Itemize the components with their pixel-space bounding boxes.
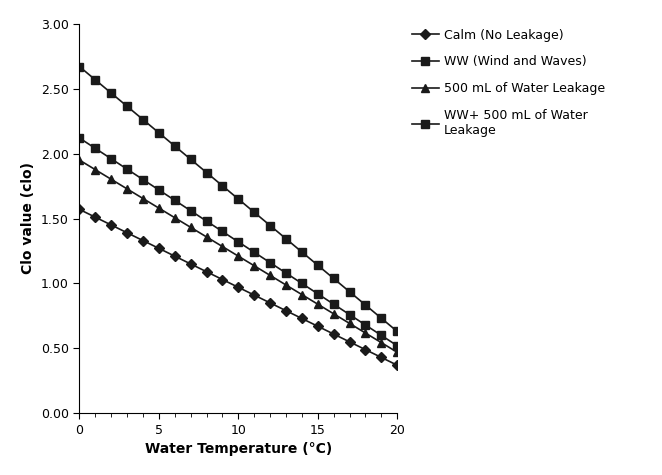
500 mL of Water Leakage	[330, 311, 338, 317]
WW (Wind and Waves)	[91, 77, 99, 83]
Calm (No Leakage)	[203, 269, 211, 275]
WW+ 500 mL of Water
Leakage	[203, 218, 211, 224]
WW (Wind and Waves)	[75, 64, 83, 69]
WW+ 500 mL of Water
Leakage	[266, 260, 274, 266]
Calm (No Leakage)	[266, 300, 274, 306]
WW (Wind and Waves)	[298, 249, 306, 255]
Calm (No Leakage)	[107, 222, 115, 228]
500 mL of Water Leakage	[187, 225, 195, 230]
500 mL of Water Leakage	[75, 157, 83, 163]
500 mL of Water Leakage	[361, 330, 369, 336]
Calm (No Leakage)	[282, 308, 290, 314]
WW+ 500 mL of Water
Leakage	[187, 208, 195, 214]
WW+ 500 mL of Water
Leakage	[139, 177, 147, 182]
Calm (No Leakage)	[155, 246, 163, 251]
WW (Wind and Waves)	[361, 302, 369, 308]
WW (Wind and Waves)	[139, 117, 147, 123]
Line: WW+ 500 mL of Water
Leakage: WW+ 500 mL of Water Leakage	[75, 134, 401, 350]
500 mL of Water Leakage	[234, 253, 242, 259]
500 mL of Water Leakage	[298, 292, 306, 297]
WW (Wind and Waves)	[107, 90, 115, 96]
Calm (No Leakage)	[139, 238, 147, 243]
WW (Wind and Waves)	[218, 183, 226, 189]
WW (Wind and Waves)	[266, 223, 274, 228]
WW+ 500 mL of Water
Leakage	[346, 312, 354, 317]
WW+ 500 mL of Water
Leakage	[282, 270, 290, 276]
Calm (No Leakage)	[393, 362, 401, 368]
Calm (No Leakage)	[330, 331, 338, 337]
Calm (No Leakage)	[377, 354, 385, 360]
WW+ 500 mL of Water
Leakage	[107, 156, 115, 162]
Calm (No Leakage)	[234, 285, 242, 290]
Line: Calm (No Leakage): Calm (No Leakage)	[76, 206, 401, 369]
WW+ 500 mL of Water
Leakage	[75, 135, 83, 141]
Calm (No Leakage)	[91, 214, 99, 220]
WW+ 500 mL of Water
Leakage	[330, 301, 338, 307]
Legend: Calm (No Leakage), WW (Wind and Waves), 500 mL of Water Leakage, WW+ 500 mL of W: Calm (No Leakage), WW (Wind and Waves), …	[406, 24, 610, 142]
Calm (No Leakage)	[218, 276, 226, 282]
Calm (No Leakage)	[171, 253, 179, 259]
WW (Wind and Waves)	[155, 130, 163, 136]
500 mL of Water Leakage	[171, 215, 179, 220]
Calm (No Leakage)	[250, 292, 258, 298]
WW (Wind and Waves)	[123, 104, 131, 109]
WW (Wind and Waves)	[234, 196, 242, 202]
WW+ 500 mL of Water
Leakage	[298, 281, 306, 286]
Line: WW (Wind and Waves): WW (Wind and Waves)	[75, 62, 401, 336]
Calm (No Leakage)	[187, 261, 195, 267]
WW (Wind and Waves)	[203, 170, 211, 175]
Line: 500 mL of Water Leakage: 500 mL of Water Leakage	[75, 156, 401, 356]
500 mL of Water Leakage	[393, 350, 401, 355]
500 mL of Water Leakage	[107, 176, 115, 182]
WW+ 500 mL of Water
Leakage	[234, 239, 242, 245]
WW+ 500 mL of Water
Leakage	[91, 145, 99, 151]
WW+ 500 mL of Water
Leakage	[155, 187, 163, 193]
500 mL of Water Leakage	[282, 282, 290, 288]
Calm (No Leakage)	[314, 323, 322, 329]
500 mL of Water Leakage	[377, 340, 385, 345]
500 mL of Water Leakage	[139, 196, 147, 201]
500 mL of Water Leakage	[218, 244, 226, 249]
WW+ 500 mL of Water
Leakage	[250, 249, 258, 255]
500 mL of Water Leakage	[91, 167, 99, 172]
WW (Wind and Waves)	[282, 236, 290, 242]
WW (Wind and Waves)	[377, 315, 385, 321]
500 mL of Water Leakage	[155, 205, 163, 211]
X-axis label: Water Temperature (°C): Water Temperature (°C)	[145, 442, 332, 456]
Calm (No Leakage)	[123, 230, 131, 236]
WW+ 500 mL of Water
Leakage	[123, 166, 131, 172]
Calm (No Leakage)	[361, 347, 369, 352]
WW+ 500 mL of Water
Leakage	[314, 291, 322, 297]
WW+ 500 mL of Water
Leakage	[361, 322, 369, 328]
WW (Wind and Waves)	[314, 262, 322, 268]
WW (Wind and Waves)	[346, 289, 354, 294]
500 mL of Water Leakage	[266, 273, 274, 278]
500 mL of Water Leakage	[346, 321, 354, 326]
WW (Wind and Waves)	[187, 156, 195, 162]
WW+ 500 mL of Water
Leakage	[377, 332, 385, 338]
WW+ 500 mL of Water
Leakage	[393, 343, 401, 349]
500 mL of Water Leakage	[203, 234, 211, 240]
500 mL of Water Leakage	[314, 301, 322, 307]
WW+ 500 mL of Water
Leakage	[171, 198, 179, 203]
WW (Wind and Waves)	[330, 276, 338, 281]
500 mL of Water Leakage	[250, 263, 258, 268]
500 mL of Water Leakage	[123, 186, 131, 192]
WW (Wind and Waves)	[250, 209, 258, 215]
Calm (No Leakage)	[298, 315, 306, 321]
WW+ 500 mL of Water
Leakage	[218, 228, 226, 234]
Calm (No Leakage)	[346, 339, 354, 345]
WW (Wind and Waves)	[171, 143, 179, 149]
Calm (No Leakage)	[75, 207, 83, 212]
Y-axis label: Clo value (clo): Clo value (clo)	[21, 162, 36, 275]
WW (Wind and Waves)	[393, 329, 401, 334]
